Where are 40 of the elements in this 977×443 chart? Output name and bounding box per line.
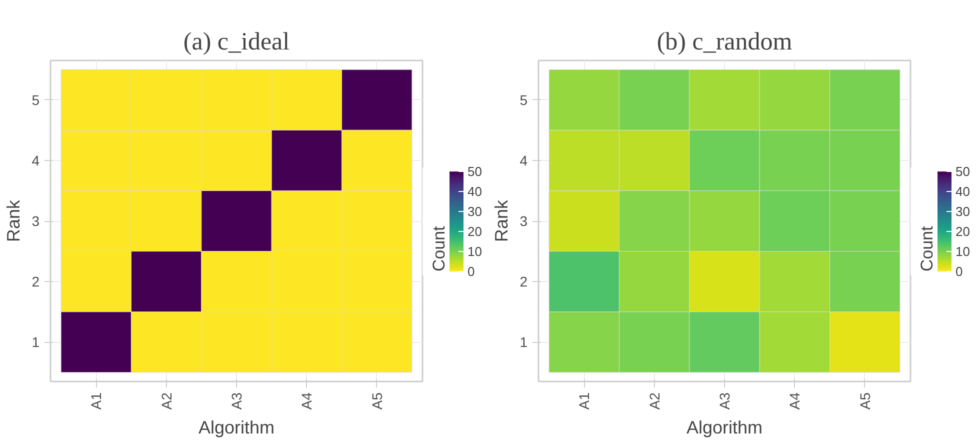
x-axis-title: Algorithm bbox=[198, 418, 275, 438]
chart-title: (b) c_random bbox=[656, 28, 793, 56]
x-tick-label: A4 bbox=[298, 392, 315, 410]
x-tick-label: A2 bbox=[646, 392, 662, 410]
y-tick-label: 2 bbox=[520, 274, 528, 290]
y-tick-label: 3 bbox=[32, 213, 40, 229]
x-axis-title: Algorithm bbox=[686, 418, 763, 438]
x-tick-label: A2 bbox=[158, 392, 174, 410]
color-bar-label: 0 bbox=[956, 264, 963, 279]
chart-title: (a) c_ideal bbox=[183, 28, 290, 56]
color-bar-label: 50 bbox=[468, 164, 482, 179]
color-bar-label: 20 bbox=[468, 224, 482, 239]
x-tick-label: A1 bbox=[576, 392, 592, 410]
y-axis-title: Rank bbox=[4, 198, 24, 242]
x-tick-label: A1 bbox=[88, 392, 104, 410]
y-tick-label: 4 bbox=[32, 152, 40, 168]
x-tick-label: A3 bbox=[228, 392, 244, 410]
color-bar-label: 20 bbox=[956, 224, 970, 239]
color-bar-title: Count bbox=[918, 226, 936, 272]
y-axis-title: Rank bbox=[492, 198, 512, 242]
x-tick-label: A5 bbox=[856, 392, 873, 410]
color-bar-label: 0 bbox=[468, 264, 475, 279]
color-bar-label: 10 bbox=[956, 244, 970, 259]
color-bar-title: Count bbox=[430, 226, 448, 272]
y-tick-label: 3 bbox=[520, 213, 528, 229]
y-tick-label: 1 bbox=[520, 334, 528, 350]
y-tick-label: 4 bbox=[520, 152, 528, 168]
color-bar-label: 50 bbox=[956, 164, 970, 179]
color-bar-label: 30 bbox=[468, 204, 482, 219]
y-tick-label: 2 bbox=[32, 274, 40, 290]
color-bar-label: 40 bbox=[956, 184, 970, 199]
x-tick-label: A4 bbox=[786, 392, 803, 410]
y-tick-label: 5 bbox=[32, 92, 40, 108]
color-bar-label: 40 bbox=[468, 184, 482, 199]
color-bar-label: 30 bbox=[956, 204, 970, 219]
x-tick-label: A3 bbox=[716, 392, 732, 410]
y-tick-label: 1 bbox=[32, 334, 40, 350]
x-tick-label: A5 bbox=[368, 392, 385, 410]
y-tick-label: 5 bbox=[520, 92, 528, 108]
color-bar-label: 10 bbox=[468, 244, 482, 259]
